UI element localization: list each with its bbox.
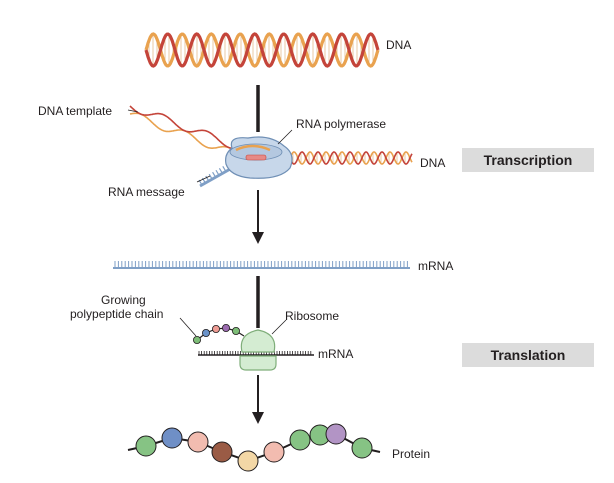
stage-translation: Translation: [462, 343, 594, 367]
mrna-strand-long: [113, 261, 410, 269]
growing-chain-label-line1: Growing: [101, 293, 146, 307]
protein-label: Protein: [392, 447, 431, 461]
stage-transcription: Transcription: [462, 148, 594, 172]
protein-bead: [351, 437, 373, 459]
polypeptide-bead: [192, 335, 201, 344]
ribosome-label: Ribosome: [285, 309, 340, 323]
dna-double-helix: [144, 32, 380, 68]
polypeptide-bead: [201, 328, 210, 337]
polypeptide-bead: [231, 326, 240, 335]
polypeptide-bead: [211, 324, 220, 333]
protein-bead: [237, 450, 259, 472]
leader-lines: [127, 109, 293, 337]
rna-polymerase-label: RNA polymerase: [296, 117, 387, 131]
protein-bead: [325, 423, 347, 445]
dna-top-label: DNA: [386, 38, 412, 52]
mrna-long-label: mRNA: [418, 259, 454, 273]
dna-right-label: DNA: [420, 156, 446, 170]
growing-polypeptide-chain: [192, 323, 245, 344]
dna-rewound-helix: [289, 151, 413, 165]
ribosome: [198, 329, 314, 371]
growing-chain-label-line2: polypeptide chain: [70, 307, 164, 321]
dna-template-label: DNA template: [38, 104, 113, 118]
rna-message-label: RNA message: [108, 185, 185, 199]
protein-bead: [161, 427, 183, 449]
unwound-dna-template: [129, 105, 241, 157]
rna-polymerase: [225, 136, 293, 179]
protein-bead: [135, 435, 157, 457]
mrna-short-label: mRNA: [318, 347, 354, 361]
protein-chain: [127, 423, 381, 472]
polypeptide-bead: [221, 323, 230, 332]
protein-bead: [187, 431, 209, 453]
protein-bead: [289, 429, 311, 451]
protein-bead: [263, 441, 285, 463]
protein-bead: [211, 441, 233, 463]
